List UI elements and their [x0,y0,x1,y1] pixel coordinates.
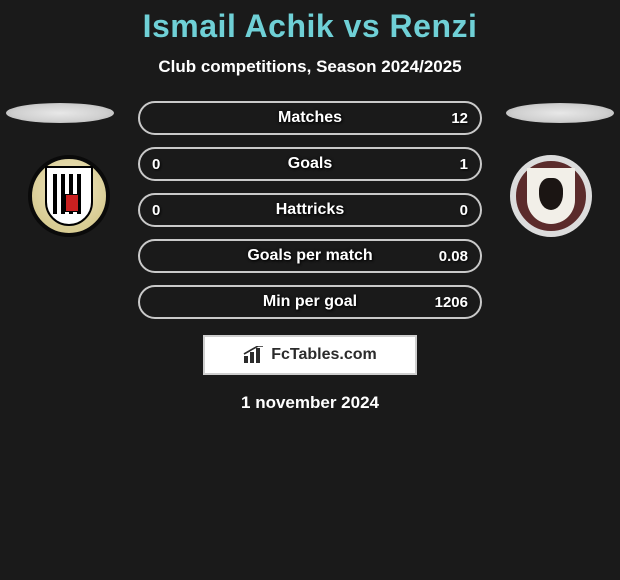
stat-label: Goals per match [247,247,372,265]
stat-left-value: 0 [152,202,160,219]
comparison-area: Matches 12 0 Goals 1 0 Hattricks 0 Goals… [0,101,620,321]
platform-left [6,103,114,123]
arezzo-shield-icon [527,168,575,224]
stat-right-value: 12 [451,110,468,127]
stat-label: Min per goal [263,293,357,311]
stat-row-mpg: Min per goal 1206 [138,285,482,319]
bar-chart-icon [243,346,265,364]
stat-label: Goals [288,155,332,173]
stats-list: Matches 12 0 Goals 1 0 Hattricks 0 Goals… [138,101,482,331]
stat-row-matches: Matches 12 [138,101,482,135]
stat-label: Matches [278,109,342,127]
stat-row-gpm: Goals per match 0.08 [138,239,482,273]
subtitle: Club competitions, Season 2024/2025 [0,57,620,77]
arezzo-badge-icon [510,155,592,237]
date-label: 1 november 2024 [0,393,620,413]
platform-right [506,103,614,123]
stat-right-value: 0 [460,202,468,219]
stat-right-value: 1206 [435,294,468,311]
stat-right-value: 1 [460,156,468,173]
stat-label: Hattricks [276,201,344,219]
stat-row-hattricks: 0 Hattricks 0 [138,193,482,227]
brand-box[interactable]: FcTables.com [203,335,417,375]
brand-label: FcTables.com [271,346,377,364]
page-title: Ismail Achik vs Renzi [0,8,620,45]
stat-left-value: 0 [152,156,160,173]
infographic-container: Ismail Achik vs Renzi Club competitions,… [0,0,620,413]
ascoli-badge-icon [28,155,110,237]
ascoli-shield-icon [45,166,93,226]
stat-row-goals: 0 Goals 1 [138,147,482,181]
stat-right-value: 0.08 [439,248,468,265]
